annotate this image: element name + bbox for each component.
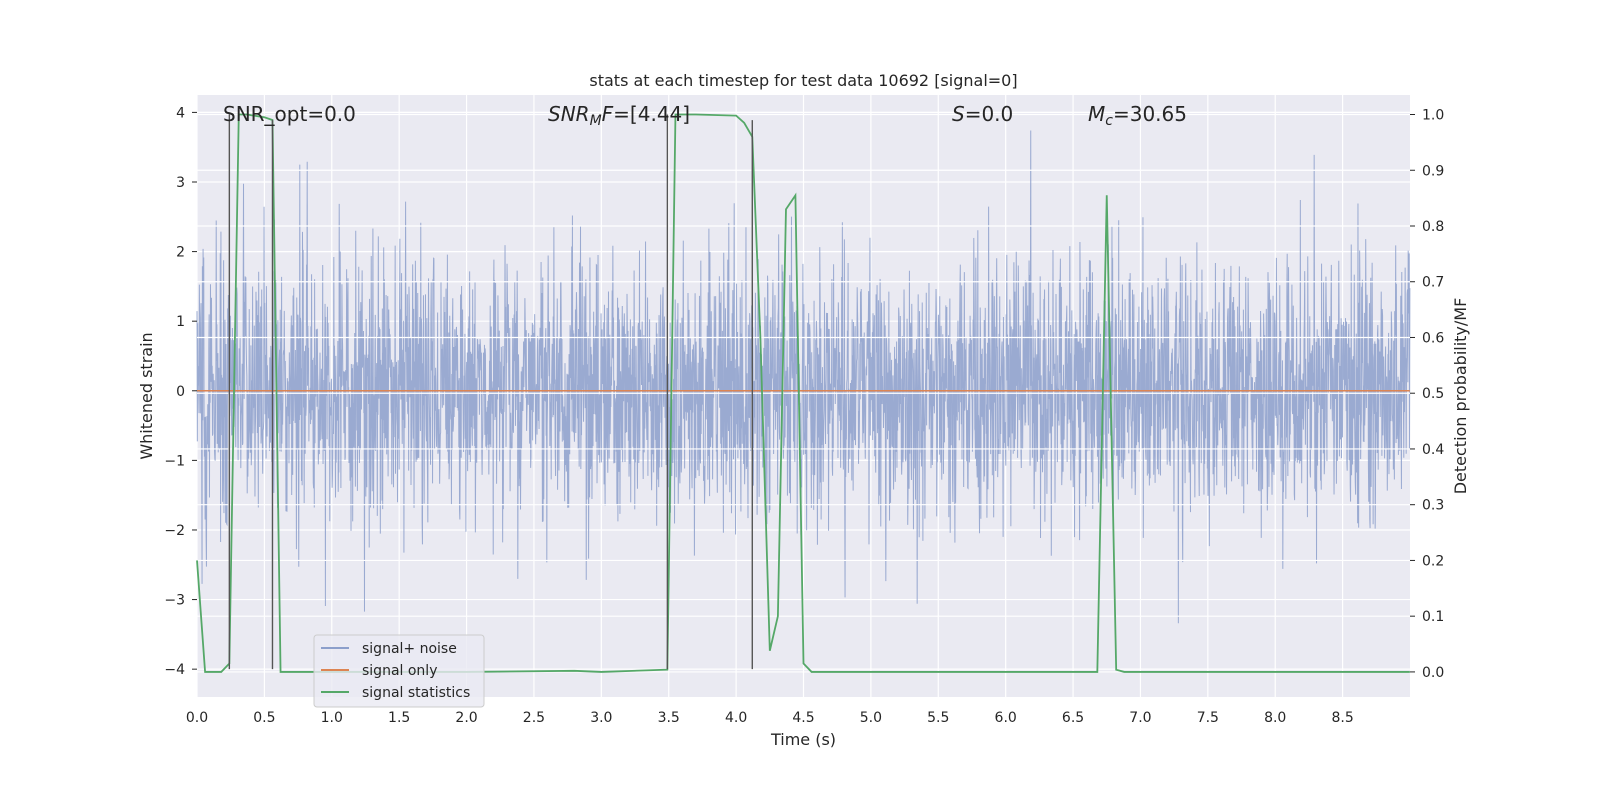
annotation-s: S=0.0 (952, 102, 1013, 126)
right-tick-label: 0.5 (1422, 386, 1444, 402)
annotation-mc-sub: c (1105, 113, 1113, 129)
annotation-mc-value: =30.65 (1113, 102, 1187, 126)
y-axis-ticks: −4 −3 −2 −1 0 1 2 3 4 (164, 105, 197, 678)
right-tick-label: 1.0 (1422, 108, 1444, 124)
right-tick-label: 0.3 (1422, 498, 1444, 514)
y-tick-label: −3 (164, 593, 185, 609)
right-tick-label: 0.8 (1422, 219, 1444, 235)
x-tick-label: 7.0 (1129, 710, 1151, 726)
right-tick-label: 0.1 (1422, 609, 1444, 625)
signal-statistics-series (196, 113, 1410, 673)
annotation-snr-mf-base: SNR (548, 102, 590, 126)
y-tick-label: −1 (164, 453, 185, 469)
chart-title: stats at each timestep for test data 106… (589, 71, 1017, 90)
x-tick-label: 8.5 (1331, 710, 1353, 726)
x-tick-label: 6.5 (1062, 710, 1084, 726)
x-tick-label: 1.0 (321, 710, 343, 726)
markers (228, 114, 753, 670)
x-tick-label: 0.0 (186, 710, 208, 726)
annotation-mc-label: M (1088, 102, 1105, 126)
x-tick-label: 7.5 (1197, 710, 1219, 726)
legend: signal+ noise signal only signal statistic… (313, 634, 485, 708)
signal-noise-line (196, 130, 1411, 624)
right-y-axis-ticks: 0.0 0.1 0.2 0.3 0.4 0.5 0.6 0.7 0.8 0.9 1.0 (1410, 108, 1444, 681)
signal-noise-series (196, 130, 1411, 624)
legend-label: signal statistics (362, 685, 470, 701)
x-axis-ticks: 0.0 0.5 1.0 1.5 2.0 2.5 3.0 3.5 4.0 4.5 5.0 5.5 6.0 6… (186, 710, 1354, 726)
legend-label: signal only (362, 663, 437, 679)
y-tick-label: 4 (176, 105, 185, 121)
y-tick-label: −4 (164, 662, 185, 678)
right-y-axis-label: Detection probability/MF (1451, 298, 1470, 495)
x-tick-label: 5.5 (927, 710, 949, 726)
x-tick-label: 6.0 (995, 710, 1017, 726)
x-axis-label: Time (s) (770, 730, 836, 749)
right-tick-label: 0.0 (1422, 665, 1444, 681)
legend-entries: signal+ noise signal only signal statistic… (321, 641, 470, 701)
annotation-s-label: S (952, 102, 965, 126)
right-tick-label: 0.2 (1422, 553, 1444, 569)
right-tick-label: 0.6 (1422, 330, 1444, 346)
x-tick-label: 3.5 (658, 710, 680, 726)
annotation-snr-mf-sub: M (590, 113, 602, 129)
y-tick-label: 0 (176, 384, 185, 400)
right-tick-label: 0.9 (1422, 163, 1444, 179)
y-tick-label: −2 (164, 523, 185, 539)
legend-box (313, 634, 485, 708)
x-tick-label: 5.0 (860, 710, 882, 726)
annotation-snr-mf: SNRMF=[4.44] (548, 102, 690, 129)
x-tick-label: 4.5 (792, 710, 814, 726)
right-tick-label: 0.7 (1422, 275, 1444, 291)
x-tick-label: 3.0 (590, 710, 612, 726)
y-axis-label: Whitened strain (137, 332, 156, 459)
annotation-snr-mf-tail: F (602, 102, 614, 126)
x-tick-label: 4.0 (725, 710, 747, 726)
annotation-snr-mf-value: =[4.44] (613, 102, 690, 126)
x-tick-label: 2.0 (455, 710, 477, 726)
annotation-mc: Mc=30.65 (1088, 102, 1187, 129)
y-tick-label: 2 (176, 245, 185, 261)
x-tick-label: 8.0 (1264, 710, 1286, 726)
y-tick-label: 3 (176, 175, 185, 191)
annotation-s-value: =0.0 (965, 102, 1014, 126)
x-tick-label: 2.5 (523, 710, 545, 726)
legend-label: signal+ noise (362, 641, 457, 657)
annotation-snr-opt: SNR_opt=0.0 (223, 102, 356, 126)
x-tick-label: 0.5 (253, 710, 275, 726)
y-tick-label: 1 (176, 314, 185, 330)
signal-statistics-line (196, 113, 1410, 673)
right-tick-label: 0.4 (1422, 442, 1444, 458)
x-tick-label: 1.5 (388, 710, 410, 726)
